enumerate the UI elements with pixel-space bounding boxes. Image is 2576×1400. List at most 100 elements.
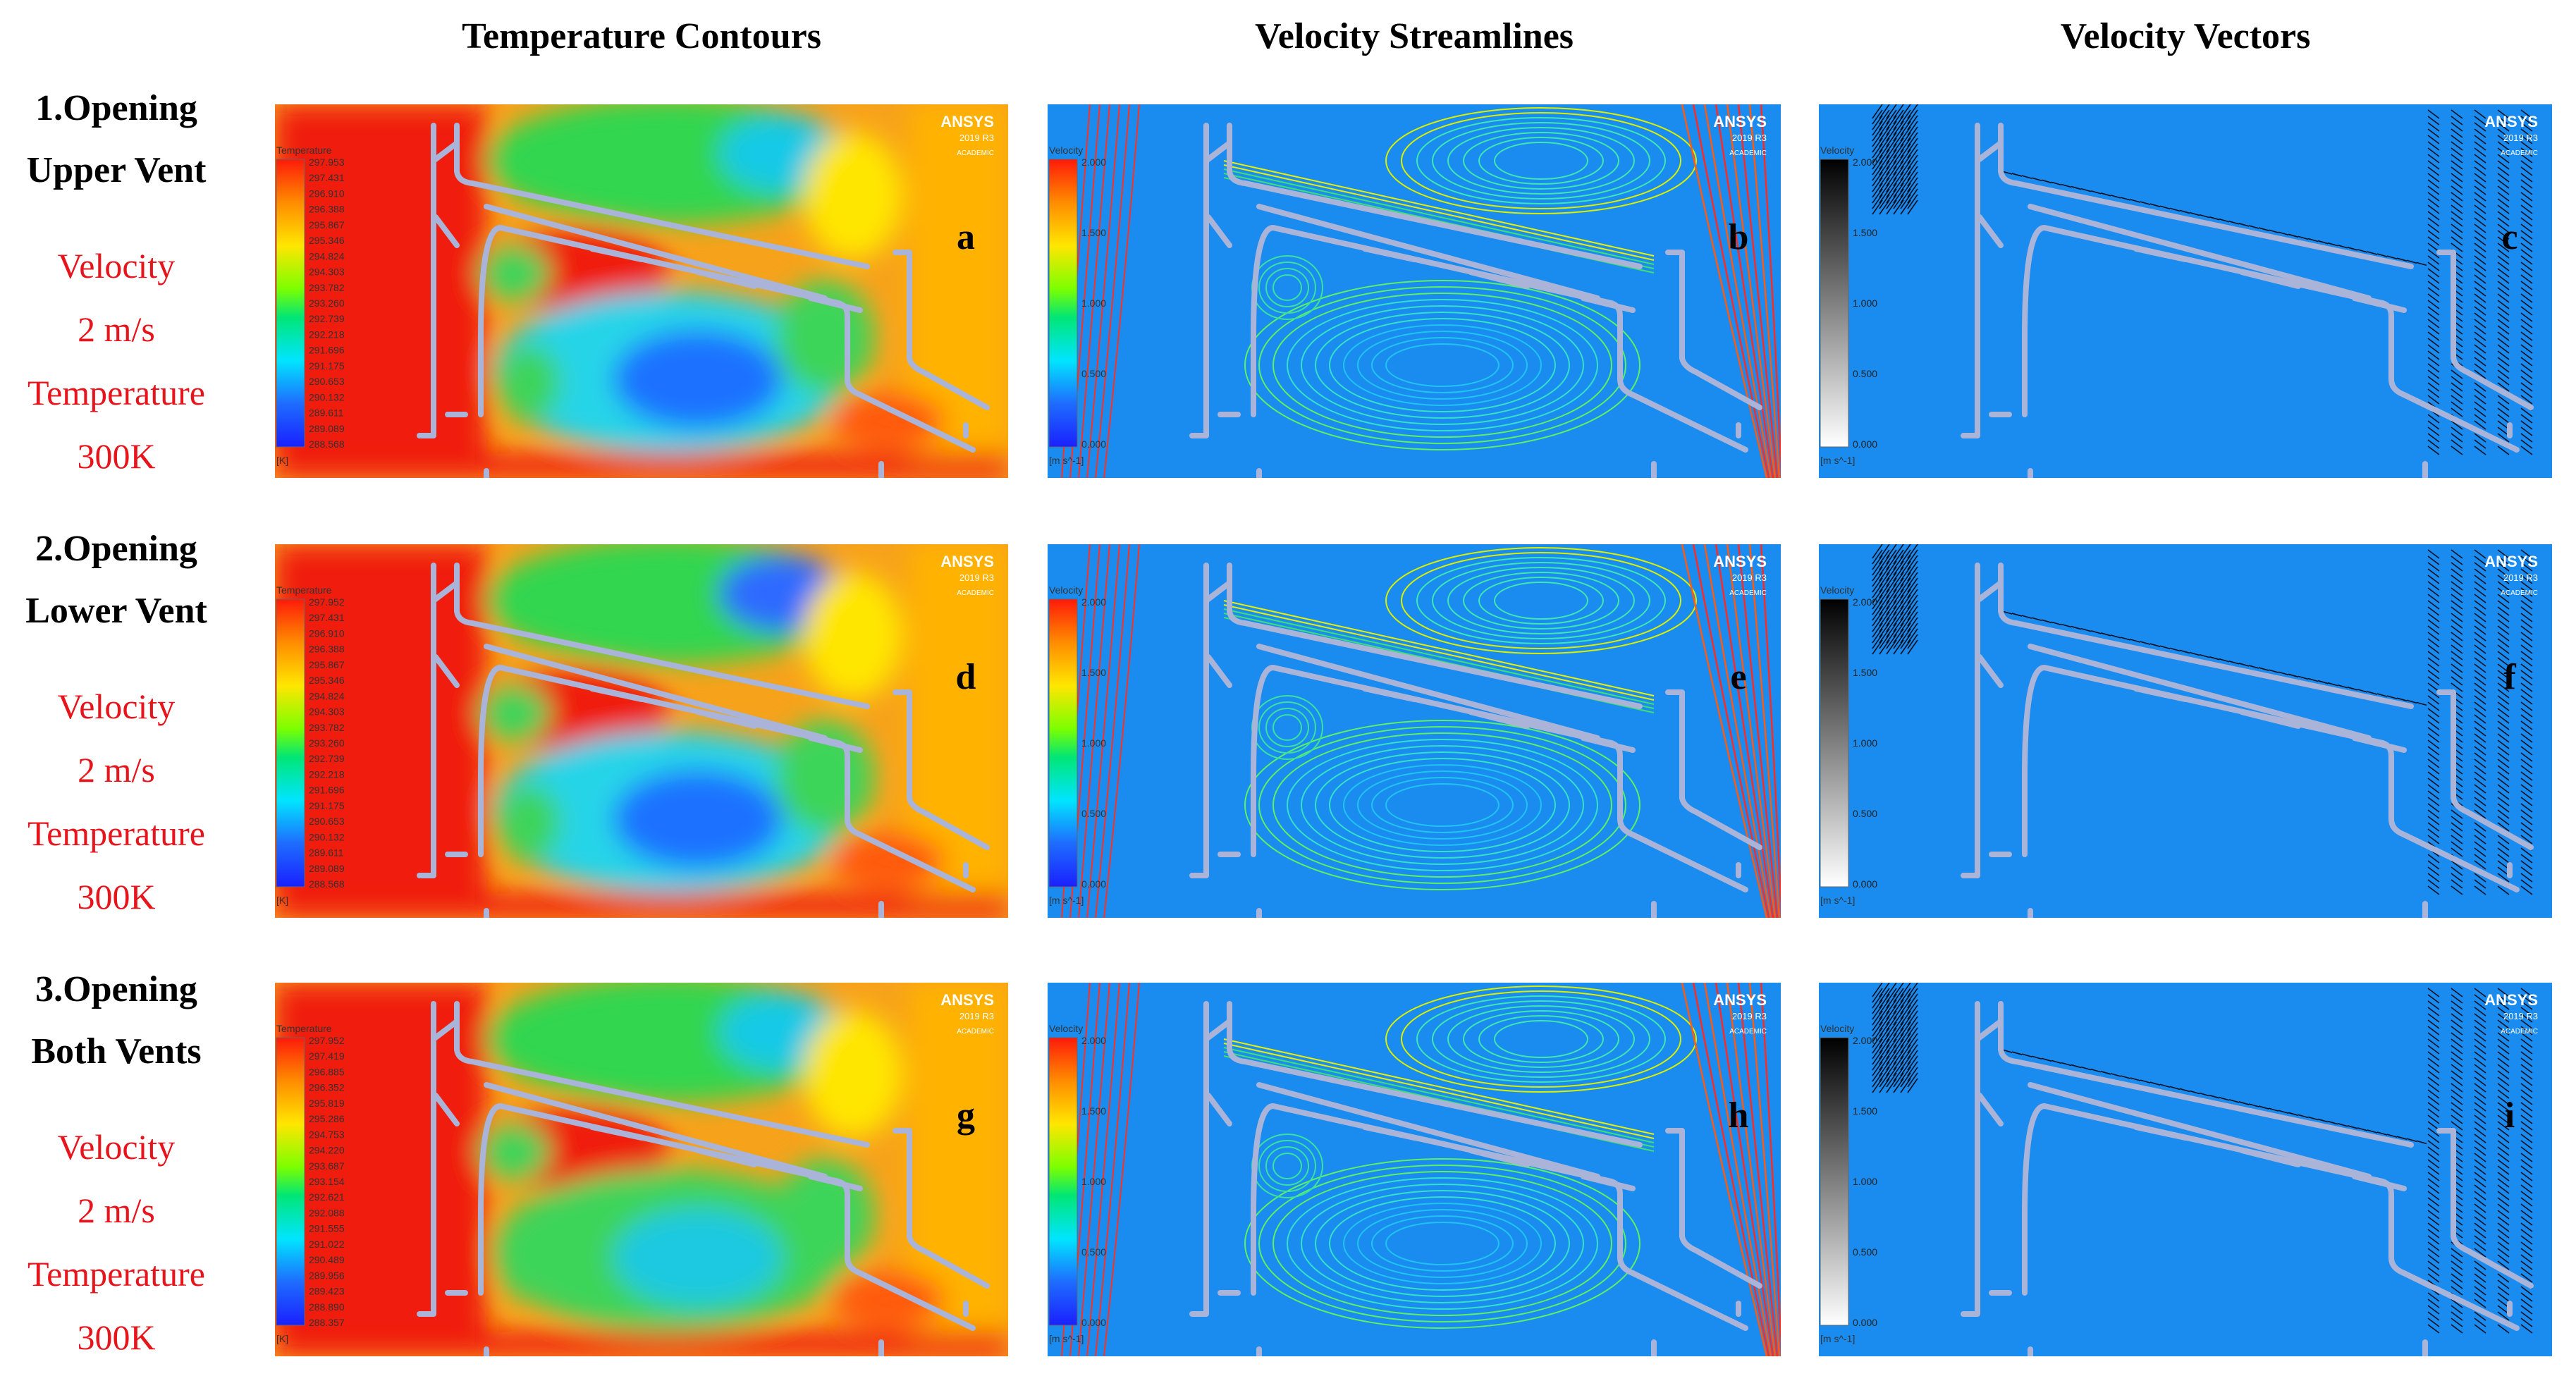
vector-arrow [2497,1146,2510,1156]
vector-arrow [1907,617,1918,632]
vector-arrow [2474,1210,2486,1220]
vector-arrow [1900,121,1911,136]
streamline [1478,577,1604,625]
vector-arrow [1907,109,1918,125]
vector-arrow [2474,1127,2486,1137]
vector-arrow [1879,132,1890,147]
vector-arrow [1872,1027,1883,1043]
vector-arrow [2520,759,2533,768]
vector-arrow [1893,572,1904,587]
streamline [1357,770,1528,840]
streamline [1416,557,1666,644]
vector-arrow [2209,1094,2220,1099]
vector-arrow [1893,1044,1904,1060]
streamline [1258,1140,1316,1192]
vector-arrow [2474,1273,2486,1283]
wall-segment [454,563,870,709]
temperature-value: 300K [77,1318,156,1357]
vector-arrow [2416,1140,2427,1145]
vector-arrow [1886,1038,1897,1054]
vector-arrow [1872,555,1883,570]
legend-tick: 289.089 [309,863,345,874]
streamline [1432,1000,1650,1078]
vector-arrow [1886,589,1897,604]
vector-arrow [1907,1067,1918,1082]
vector-arrow [1879,1033,1890,1048]
vector-arrow [2497,701,2510,711]
vector-arrow [2427,860,2440,870]
vector-arrow [2520,338,2533,348]
legend-tick: 291.696 [309,785,345,796]
vector-arrow [2520,657,2533,667]
vector-arrow [1900,1027,1911,1043]
vector-arrow [2520,885,2533,895]
temperature-region [497,1222,560,1300]
streamline [1301,305,1584,425]
vector-arrow [2427,727,2440,737]
vector-arrow [2451,1070,2463,1080]
vector-arrow [2427,255,2440,265]
vector-arrow [2520,1146,2533,1156]
vector-arrow [2427,1013,2440,1023]
vector-arrow [1893,988,1904,1003]
vector-arrow [2427,1121,2440,1131]
vector-arrow [2497,803,2510,813]
vector-arrow [1893,594,1904,610]
streamline [1692,544,1770,918]
vector-arrow [1872,137,1883,153]
vector-arrow [2497,619,2510,629]
vector-arrow [2451,369,2463,379]
wall-segment [2436,1128,2456,1239]
vector-arrow [2451,211,2463,221]
vector-arrow [2474,739,2486,749]
vector-arrow [2427,759,2440,768]
vector-arrow [2520,407,2533,417]
vector-arrow [2520,695,2533,705]
vector-arrow [1907,1021,1918,1037]
vector-arrow [2520,1298,2533,1308]
vector-arrow [2248,1103,2259,1107]
vector-arrow [2474,420,2486,430]
vector-arrow [2474,1026,2486,1036]
vector-arrow [1893,109,1904,125]
legend-color-bar [1048,598,1078,888]
vector-arrow [2520,192,2533,202]
vector-arrow [2451,1102,2463,1112]
vector-arrow [2474,835,2486,845]
vector-arrow [1900,115,1911,130]
vector-arrow [2179,649,2190,654]
vector-arrow [2497,1026,2510,1036]
vector-arrow [1893,1055,1904,1071]
ansys-version: 2019 R3 [1732,1011,1767,1021]
vector-arrow [1886,634,1897,649]
temperature-region [804,572,902,699]
vector-arrow [1900,166,1911,181]
vector-arrow [2130,1077,2141,1081]
vector-arrow [2427,1038,2440,1048]
vector-arrow [1886,1016,1897,1031]
legend-tick: 290.489 [309,1254,345,1265]
vector-arrow [2451,160,2463,170]
vector-arrow [1872,177,1883,192]
vector-arrow [2021,615,2032,619]
streamline [1329,318,1556,412]
panel-letter: h [1729,1095,1749,1136]
temperature-label: Temperature [27,373,205,412]
vector-arrow [1872,1021,1883,1037]
vector-arrow [2474,784,2486,794]
vector-arrow [2474,166,2486,176]
legend-tick: 295.346 [309,675,345,686]
vector-arrow [2497,312,2510,322]
vector-arrow [1907,132,1918,147]
streamline [1385,343,1499,387]
vector-arrow [2497,1286,2510,1296]
streamline [1385,985,1697,1093]
legend-tick: 290.653 [309,376,345,387]
streamline [1315,312,1570,419]
vector-arrow [2520,166,2533,176]
vector-arrow [2451,676,2463,686]
vector-arrow [2228,1099,2240,1103]
vector-arrow [2427,1254,2440,1264]
